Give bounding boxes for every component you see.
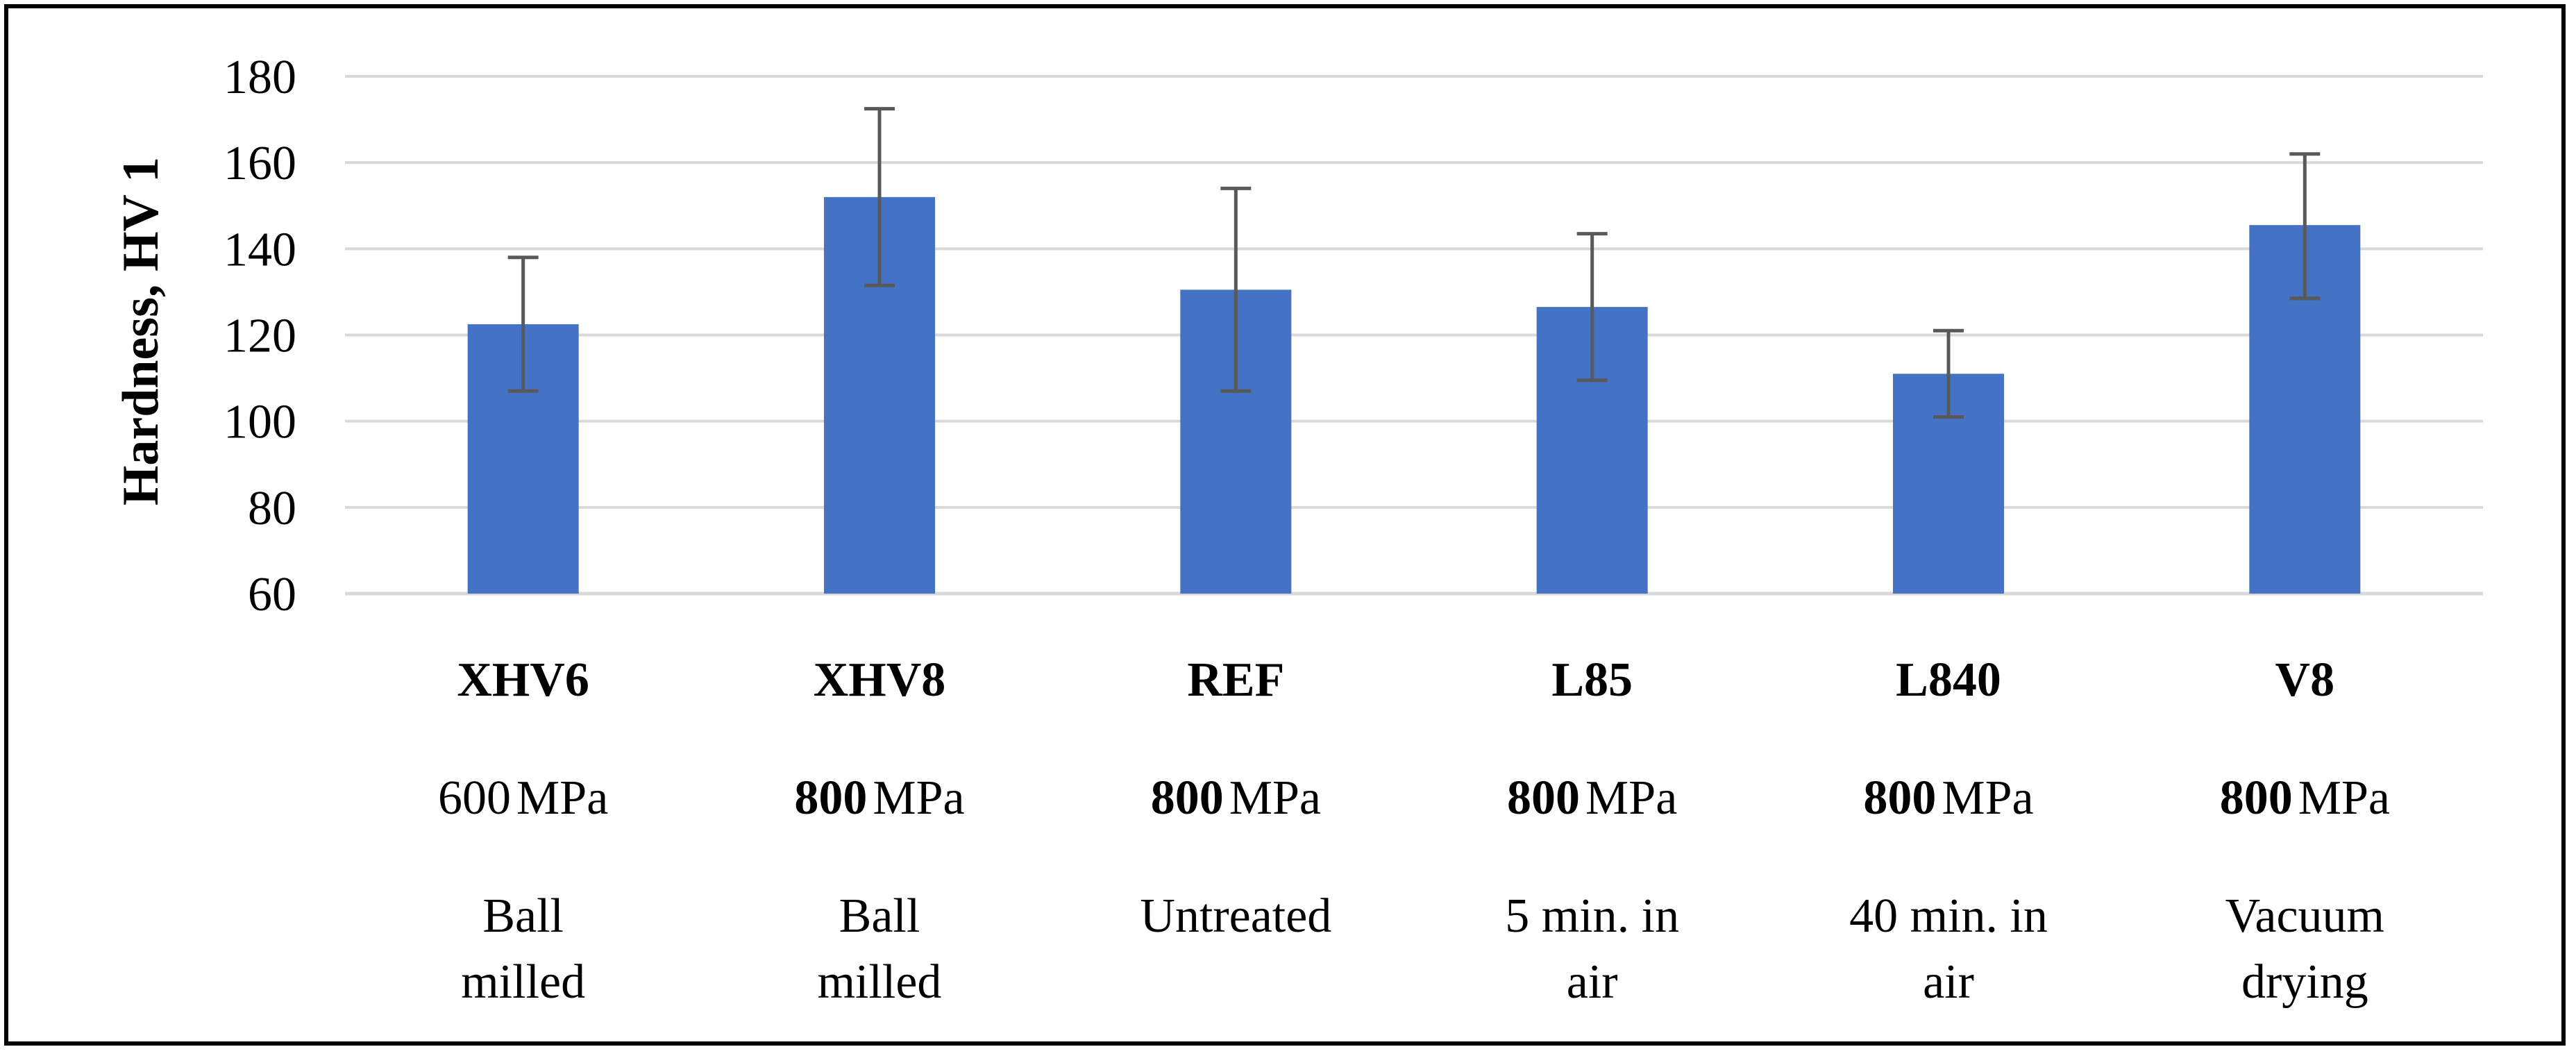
category-treatment-l840-line-1: 40 min. in xyxy=(1849,889,2048,943)
category-treatment-xhv6-line-2: milled xyxy=(461,955,585,1009)
y-tick-label-120: 120 xyxy=(224,310,296,363)
category-treatment-xhv8-line-1: Ball xyxy=(839,889,920,943)
category-name-v8: V8 xyxy=(2275,653,2335,707)
category-name-l85: L85 xyxy=(1551,653,1633,707)
pressure-value-ref: 800 xyxy=(1151,771,1224,825)
category-treatment-l85-line-2: air xyxy=(1567,955,1618,1009)
category-treatment-l85-line-1: 5 min. in xyxy=(1505,889,1679,943)
pressure-unit-l85: MPa xyxy=(1585,771,1677,825)
error-bar-xhv6 xyxy=(507,255,539,393)
pressure-value-xhv6: 600 xyxy=(438,771,511,825)
error-bar-l85 xyxy=(1576,232,1608,383)
category-pressure-v8: 800 MPa xyxy=(2220,771,2390,825)
pressure-unit-xhv8: MPa xyxy=(873,771,964,825)
category-pressure-xhv8: 800 MPa xyxy=(794,771,964,825)
y-tick-label-60: 60 xyxy=(248,568,296,621)
error-bar-l840 xyxy=(1933,328,1964,419)
category-treatment-xhv8-line-2: milled xyxy=(818,955,942,1009)
y-tick-label-100: 100 xyxy=(224,396,296,449)
error-bar-xhv8 xyxy=(864,107,895,287)
category-name-xhv6: XHV6 xyxy=(457,653,589,707)
category-name-l840: L840 xyxy=(1896,653,2001,707)
category-treatment-ref-line-1: Untreated xyxy=(1140,889,1331,943)
pressure-unit-l840: MPa xyxy=(1942,771,2033,825)
category-treatment-l840-line-2: air xyxy=(1923,955,1974,1009)
pressure-unit-xhv6: MPa xyxy=(516,771,608,825)
y-tick-label-80: 80 xyxy=(248,482,296,535)
chart-frame: 60 80 100 120 140 160 180 XHV6 600 MPa Ball milled… xyxy=(4,4,2566,1046)
y-tick-label-160: 160 xyxy=(224,137,296,190)
y-tick-label-180: 180 xyxy=(224,51,296,104)
pressure-unit-v8: MPa xyxy=(2298,771,2390,825)
category-name-xhv8: XHV8 xyxy=(814,653,946,707)
category-name-ref: REF xyxy=(1187,653,1284,707)
error-bar-ref xyxy=(1220,186,1252,393)
category-pressure-l85: 800 MPa xyxy=(1507,771,1677,825)
y-tick-label-140: 140 xyxy=(224,223,296,276)
category-pressure-ref: 800 MPa xyxy=(1151,771,1321,825)
y-axis-label: Hardness, HV 1 xyxy=(112,157,169,505)
category-treatment-xhv6-line-1: Ball xyxy=(482,889,564,943)
category-treatment-v8-line-2: drying xyxy=(2241,955,2368,1009)
pressure-value-xhv8: 800 xyxy=(794,771,867,825)
category-treatment-v8-line-1: Vacuum xyxy=(2225,889,2384,943)
error-bar-v8 xyxy=(2289,152,2321,301)
pressure-unit-ref: MPa xyxy=(1229,771,1321,825)
category-pressure-l840: 800 MPa xyxy=(1863,771,2033,825)
pressure-value-v8: 800 xyxy=(2220,771,2293,825)
pressure-value-l85: 800 xyxy=(1507,771,1580,825)
category-pressure-xhv6: 600 MPa xyxy=(438,771,608,825)
pressure-value-l840: 800 xyxy=(1863,771,1936,825)
